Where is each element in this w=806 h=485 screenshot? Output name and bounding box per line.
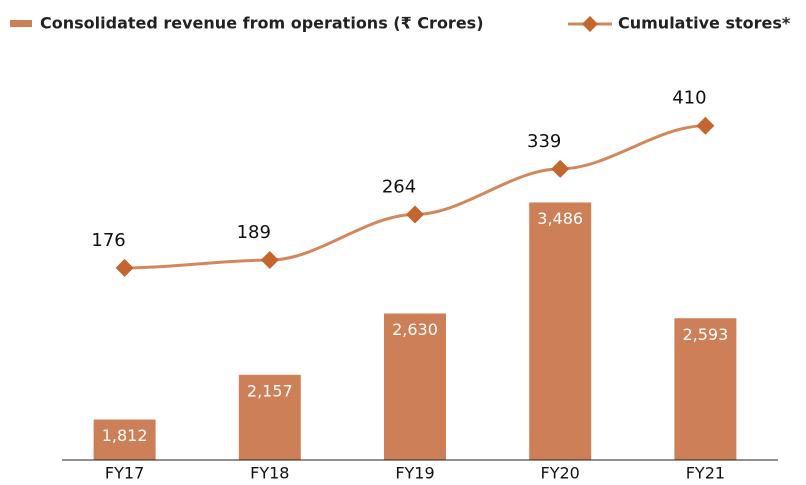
bar	[384, 313, 446, 460]
line-marker	[696, 116, 715, 135]
bar	[93, 419, 156, 460]
line-value-label: 339	[527, 131, 561, 152]
bar-value-label: 2,593	[682, 325, 728, 344]
line-marker	[260, 251, 279, 270]
line-marker	[115, 258, 134, 277]
x-tick-label: FY19	[395, 464, 434, 483]
legend-label: Consolidated revenue from operations (₹ …	[40, 14, 484, 33]
legend-label: Cumulative stores*	[618, 14, 791, 33]
x-tick-label: FY21	[686, 464, 725, 483]
bar-value-label: 2,157	[247, 381, 293, 400]
bar-value-label: 3,486	[537, 209, 583, 228]
bar	[238, 374, 301, 460]
legend-swatch	[10, 20, 32, 27]
line-marker	[551, 159, 570, 178]
bar-value-label: 2,630	[392, 320, 438, 339]
bar	[674, 318, 737, 460]
bar	[529, 202, 592, 460]
line-value-label: 176	[91, 230, 125, 251]
line-value-label: 264	[382, 176, 416, 197]
line-marker	[406, 205, 424, 224]
x-tick-label: FY17	[105, 464, 144, 483]
x-tick-label: FY20	[541, 464, 580, 483]
x-tick-label: FY18	[250, 464, 289, 483]
line-value-label: 189	[237, 222, 271, 243]
legend-marker	[582, 16, 598, 32]
bar-value-label: 1,812	[102, 426, 148, 445]
line-value-label: 410	[672, 88, 706, 109]
